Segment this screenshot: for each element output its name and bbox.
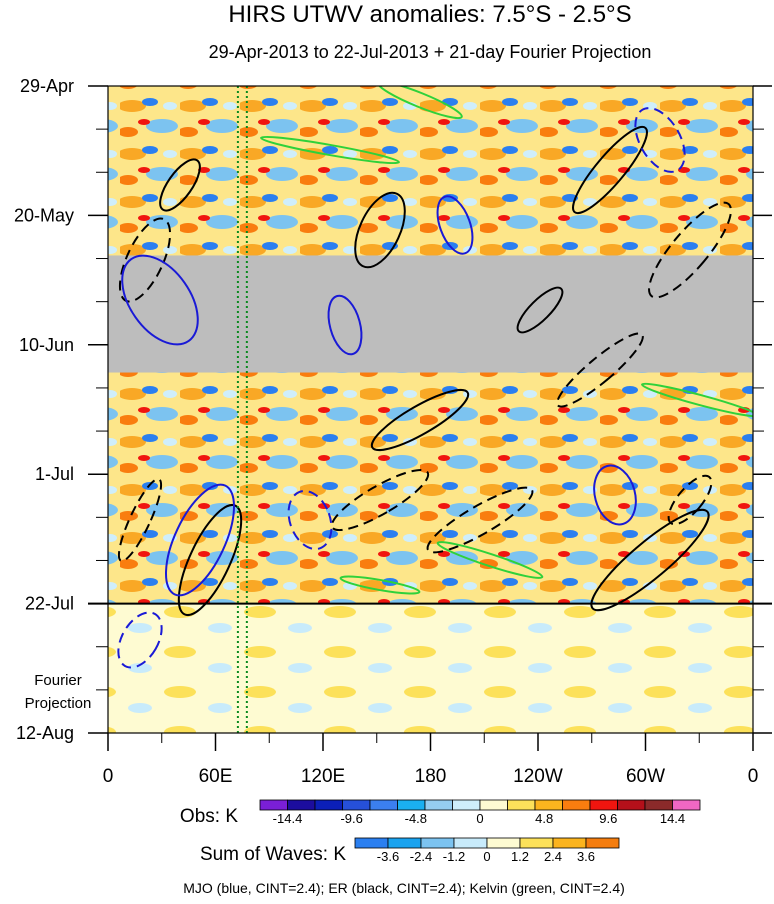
wavesBar-tick-5: 2.4 bbox=[544, 849, 562, 864]
waves-colorbar-label: Sum of Waves: K bbox=[200, 844, 346, 865]
contour-0 bbox=[159, 158, 201, 212]
wavesBar-tick-4: 1.2 bbox=[511, 849, 529, 864]
forecast-anomaly-field bbox=[108, 603, 753, 733]
contour-19 bbox=[634, 107, 686, 173]
wavesBar-swatch-0 bbox=[354, 837, 389, 849]
footer-note: MJO (blue, CINT=2.4); ER (black, CINT=2.… bbox=[183, 880, 625, 896]
wavesBar-swatch-4 bbox=[486, 837, 521, 849]
y-tick-label-3: 1-Jul bbox=[35, 464, 74, 484]
contour-20 bbox=[117, 611, 163, 669]
fourier-label-1: Fourier bbox=[34, 672, 82, 689]
contour-15 bbox=[327, 294, 363, 356]
contour-14 bbox=[121, 254, 199, 346]
wavesBar-tick-2: -1.2 bbox=[443, 849, 465, 864]
contour-7 bbox=[556, 332, 644, 408]
waves-colorbar: -3.6 -2.4 -1.2 0 1.2 2.4 3.6 bbox=[354, 837, 620, 864]
obsBar-swatch-7 bbox=[452, 799, 481, 811]
obsBar-tick-6: 14.4 bbox=[660, 811, 685, 826]
x-tick-label-6: 0 bbox=[748, 766, 759, 787]
x-tick-label-2: 120E bbox=[301, 766, 345, 787]
wavesBar-swatch-7 bbox=[585, 837, 620, 849]
obsBar-swatch-2 bbox=[314, 799, 343, 811]
chart-title: HIRS UTWV anomalies: 7.5°S - 2.5°S bbox=[228, 1, 631, 28]
obsBar-swatch-5 bbox=[397, 799, 426, 811]
contour-24 bbox=[436, 541, 544, 579]
obsBar-swatch-3 bbox=[342, 799, 371, 811]
y-tick-label-1: 20-May bbox=[14, 205, 74, 225]
obsBar-tick-3: 0 bbox=[476, 811, 483, 826]
contour-8 bbox=[426, 486, 534, 554]
obsBar-swatch-8 bbox=[479, 799, 508, 811]
obsBar-swatch-4 bbox=[369, 799, 398, 811]
wavesBar-swatch-1 bbox=[387, 837, 422, 849]
contour-25 bbox=[641, 382, 753, 418]
wave-contours bbox=[117, 86, 753, 669]
obsBar-swatch-15 bbox=[672, 799, 701, 811]
obsBar-swatch-1 bbox=[287, 799, 316, 811]
x-tick-label-5: 60W bbox=[626, 766, 665, 787]
contour-21 bbox=[287, 489, 333, 551]
obsBar-swatch-9 bbox=[507, 799, 536, 811]
obsBar-swatch-13 bbox=[617, 799, 646, 811]
obs-colorbar: -14.4 -9.6 -4.8 0 4.8 9.6 14.4 bbox=[259, 799, 701, 826]
missing-data-band bbox=[108, 255, 753, 373]
contour-17 bbox=[164, 483, 236, 597]
y-tick-label-2: 10-Jun bbox=[19, 335, 74, 355]
obsBar-swatch-0 bbox=[259, 799, 288, 811]
obsBar-swatch-14 bbox=[644, 799, 673, 811]
contour-12 bbox=[330, 468, 430, 532]
wavesBar-swatch-3 bbox=[453, 837, 488, 849]
obsBar-tick-5: 9.6 bbox=[599, 811, 617, 826]
fourier-label-2: Projection bbox=[25, 695, 92, 712]
wavesBar-swatch-5 bbox=[519, 837, 554, 849]
y-tick-label-0: 29-Apr bbox=[20, 76, 74, 96]
obsBar-tick-1: -9.6 bbox=[340, 811, 362, 826]
x-tick-label-3: 180 bbox=[415, 766, 447, 787]
contour-23 bbox=[260, 135, 400, 165]
wavesBar-tick-1: -2.4 bbox=[410, 849, 432, 864]
wavesBar-swatch-2 bbox=[420, 837, 455, 849]
contour-18 bbox=[593, 464, 637, 526]
contour-4 bbox=[516, 286, 564, 334]
y-tick-label-4: 22-Jul bbox=[25, 594, 74, 614]
x-tick-label-0: 0 bbox=[103, 766, 114, 787]
wavesBar-tick-0: -3.6 bbox=[377, 849, 399, 864]
obsBar-tick-0: -14.4 bbox=[273, 811, 303, 826]
wavesBar-swatch-6 bbox=[552, 837, 587, 849]
contour-22 bbox=[377, 86, 463, 120]
contour-13 bbox=[667, 474, 713, 526]
contour-2 bbox=[354, 191, 406, 269]
obsBar-tick-4: 4.8 bbox=[535, 811, 553, 826]
contour-10 bbox=[177, 503, 243, 617]
chart-subtitle: 29-Apr-2013 to 22-Jul-2013 + 21-day Four… bbox=[209, 42, 652, 62]
wavesBar-tick-6: 3.6 bbox=[577, 849, 595, 864]
contour-3 bbox=[370, 388, 470, 452]
x-tick-label-4: 120W bbox=[513, 766, 563, 787]
obsBar-swatch-11 bbox=[562, 799, 591, 811]
contour-16 bbox=[436, 195, 474, 255]
obsBar-swatch-6 bbox=[424, 799, 453, 811]
obsBar-tick-2: -4.8 bbox=[405, 811, 427, 826]
contour-5 bbox=[572, 125, 648, 215]
y-tick-label-5: 12-Aug bbox=[16, 723, 74, 743]
wavesBar-tick-3: 0 bbox=[483, 849, 490, 864]
contour-6 bbox=[648, 201, 732, 299]
obsBar-swatch-10 bbox=[534, 799, 563, 811]
contour-11 bbox=[117, 477, 163, 563]
obsBar-swatch-12 bbox=[589, 799, 618, 811]
contour-9 bbox=[590, 508, 710, 612]
x-tick-label-1: 60E bbox=[199, 766, 233, 787]
contour-26 bbox=[339, 575, 421, 595]
obs-colorbar-label: Obs: K bbox=[180, 806, 238, 827]
